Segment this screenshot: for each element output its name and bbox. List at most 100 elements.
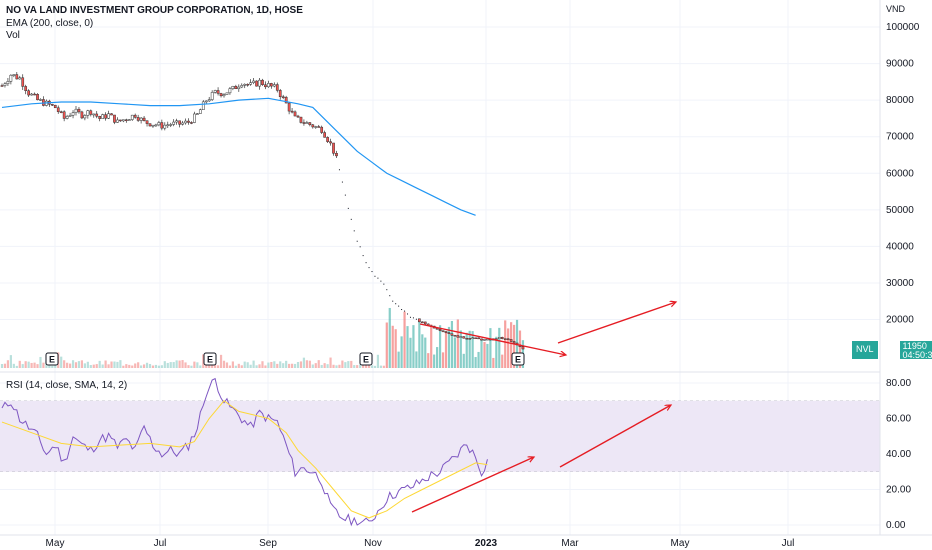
candle	[383, 283, 385, 285]
price-tick-label: 40000	[886, 241, 914, 252]
volume-bar	[344, 362, 347, 368]
earnings-marker[interactable]: E	[45, 352, 59, 366]
volume-bar	[341, 360, 344, 368]
candle	[350, 218, 352, 220]
vol-legend[interactable]: Vol	[6, 30, 20, 41]
candle	[480, 338, 483, 341]
candle	[53, 104, 57, 109]
candle	[193, 113, 196, 123]
candle	[216, 90, 220, 94]
candle	[249, 82, 252, 85]
candle	[24, 86, 28, 91]
candle	[127, 119, 131, 121]
volume-bar	[447, 326, 451, 368]
candle	[104, 114, 107, 119]
candle	[392, 300, 394, 302]
volume-bar	[51, 365, 54, 368]
volume-bar	[364, 363, 368, 368]
candle	[6, 81, 10, 85]
volume-bar	[397, 351, 400, 368]
candle	[219, 93, 223, 97]
volume-bar	[462, 353, 465, 368]
countdown: 04:50:30	[902, 350, 932, 360]
volume-bar	[282, 363, 285, 368]
volume-bar	[350, 360, 353, 368]
candle	[246, 83, 250, 86]
volume-bar	[406, 326, 409, 368]
candle	[65, 116, 69, 119]
volume-bar	[261, 361, 264, 368]
volume-bar	[116, 361, 119, 368]
volume-bar	[63, 360, 66, 368]
volume-bar	[347, 361, 350, 368]
volume-bar	[172, 362, 175, 368]
volume-bar	[83, 363, 86, 368]
rsi-tick-label: 60.00	[886, 414, 911, 425]
volume-bar	[308, 360, 311, 368]
volume-bar	[273, 361, 276, 368]
candle	[204, 100, 208, 103]
candle	[477, 337, 480, 340]
candle	[50, 104, 54, 106]
candle	[210, 92, 214, 100]
volume-bar	[409, 337, 412, 368]
candle	[512, 341, 516, 344]
x-tick-label: 2023	[475, 538, 498, 549]
candle	[497, 337, 501, 340]
rsi-tick-label: 80.00	[886, 378, 911, 389]
volume-bar	[101, 364, 104, 368]
candle	[142, 117, 146, 121]
volume-bar	[98, 360, 101, 368]
earnings-marker[interactable]: E	[359, 352, 373, 366]
candle	[68, 115, 72, 117]
candle	[190, 122, 193, 124]
volume-bar	[175, 360, 178, 368]
candle	[418, 318, 421, 323]
volume-bar	[450, 321, 454, 368]
ema-legend[interactable]: EMA (200, close, 0)	[6, 18, 94, 29]
x-tick-label: May	[671, 538, 690, 549]
candle	[486, 338, 489, 341]
volume-bar	[359, 364, 362, 368]
candle	[110, 113, 113, 116]
rsi-ma-line	[1, 400, 488, 519]
candle	[139, 117, 143, 121]
candle	[3, 83, 7, 86]
candle	[157, 122, 161, 126]
volume-bar	[370, 365, 374, 368]
candle	[255, 80, 258, 87]
price-tick-label: 90000	[886, 59, 914, 70]
price-tick-label: 80000	[886, 95, 914, 106]
candle	[9, 74, 13, 82]
rsi-legend[interactable]: RSI (14, close, SMA, 14, 2)	[6, 380, 128, 391]
volume-bar	[77, 361, 81, 368]
volume-bar	[68, 363, 72, 368]
candle	[314, 126, 318, 128]
x-tick-label: Jul	[154, 538, 167, 549]
volume-bar	[145, 362, 149, 368]
volume-bar	[400, 336, 403, 368]
candle	[198, 109, 202, 114]
earnings-marker[interactable]: E	[511, 352, 525, 366]
candle	[447, 332, 451, 334]
candle	[272, 84, 276, 87]
candle	[474, 337, 477, 340]
price-tick-label: 30000	[886, 278, 914, 289]
volume-bar	[33, 362, 36, 368]
volume-bar	[157, 365, 160, 368]
volume-bar	[326, 364, 329, 368]
candle	[59, 111, 63, 113]
candle	[386, 289, 388, 291]
earnings-marker[interactable]: E	[203, 352, 217, 366]
candle	[299, 116, 303, 123]
volume-bar	[353, 365, 356, 368]
volume-bar	[199, 365, 202, 368]
candle	[80, 111, 84, 119]
candle	[444, 331, 448, 333]
volume-bar	[131, 365, 134, 368]
volume-bar	[504, 320, 507, 368]
volume-bar	[299, 361, 303, 368]
candle	[359, 246, 361, 248]
price-tick-label: 20000	[886, 315, 914, 326]
